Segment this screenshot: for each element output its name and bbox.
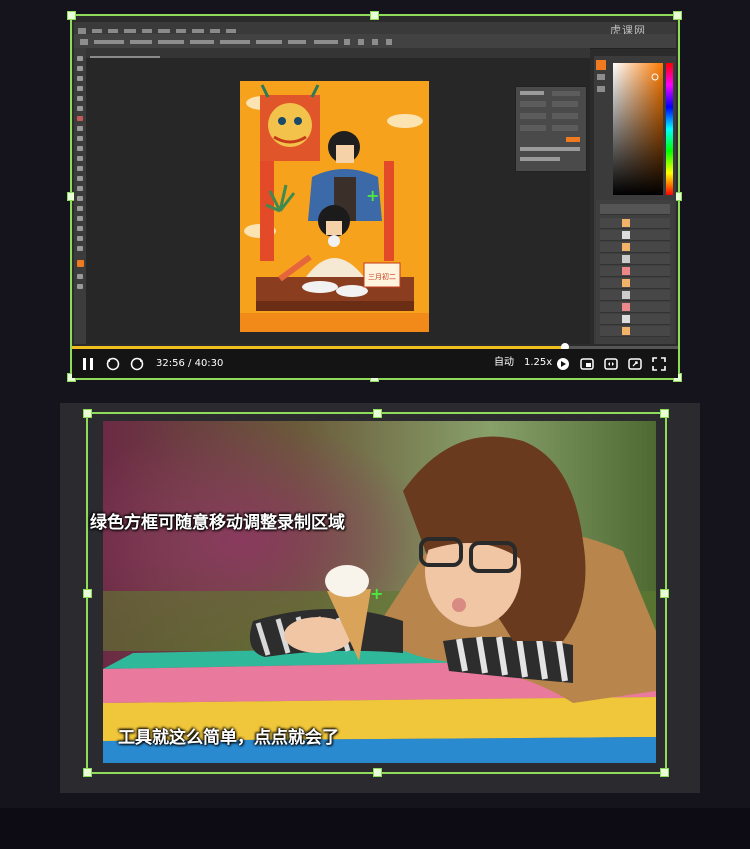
photoshop-options-bar (74, 34, 676, 49)
forward-icon[interactable] (130, 357, 144, 371)
page-footer-band (0, 808, 750, 849)
layer-row[interactable] (600, 266, 670, 277)
caption-top: 绿色方框可随意移动调整录制区域 (90, 513, 345, 533)
layer-row[interactable] (600, 290, 670, 301)
path-select-icon[interactable] (77, 216, 83, 221)
crosshair-icon: + (366, 186, 380, 205)
history-brush-icon[interactable] (77, 146, 83, 151)
layer-row[interactable] (600, 302, 670, 313)
resize-handle[interactable] (83, 768, 92, 777)
healing-tool-icon[interactable] (77, 116, 83, 121)
resize-handle[interactable] (660, 409, 669, 418)
layer-row[interactable] (600, 314, 670, 325)
marquee-tool-icon[interactable] (77, 66, 83, 71)
danmaku-icon[interactable] (556, 357, 570, 371)
caption-bottom: 工具就这么简单，点点就会了 (118, 728, 339, 748)
type-tool-icon[interactable] (77, 206, 83, 211)
fullscreen-icon[interactable] (652, 357, 666, 371)
layer-row[interactable] (600, 254, 670, 265)
quality-button[interactable]: 自动 (494, 357, 514, 368)
photoshop-menubar (74, 22, 676, 34)
lasso-tool-icon[interactable] (77, 76, 83, 81)
eraser-tool-icon[interactable] (77, 156, 83, 161)
layer-row[interactable] (600, 230, 670, 241)
picture-in-picture-icon[interactable] (580, 357, 594, 371)
resize-handle[interactable] (83, 589, 92, 598)
demo-photo (103, 421, 656, 763)
screen-mode-icon[interactable] (77, 284, 83, 289)
watermark: 虎课网 (610, 24, 646, 37)
resize-handle[interactable] (673, 11, 682, 20)
resize-handle[interactable] (660, 589, 669, 598)
progress-fill (72, 346, 565, 349)
widescreen-icon[interactable] (604, 357, 618, 371)
document-artwork: 三月初二 (240, 81, 429, 332)
layer-row[interactable] (600, 326, 670, 337)
blur-tool-icon[interactable] (77, 176, 83, 181)
crop-tool-icon[interactable] (77, 96, 83, 101)
quick-mask-icon[interactable] (77, 274, 83, 279)
layer-row[interactable] (600, 242, 670, 253)
progress-knob[interactable] (560, 343, 569, 351)
speed-button[interactable]: 1.25x (524, 357, 553, 368)
current-time: 32:56 (156, 358, 185, 369)
layers-panel[interactable] (596, 200, 674, 344)
move-tool-icon[interactable] (77, 56, 83, 61)
resize-handle[interactable] (373, 768, 382, 777)
stamp-text: 三月初二 (368, 272, 396, 281)
shape-tool-icon[interactable] (77, 226, 83, 231)
layer-row[interactable] (600, 218, 670, 229)
resize-handle[interactable] (83, 409, 92, 418)
document-tab[interactable] (86, 48, 590, 60)
progress-bar[interactable] (72, 343, 678, 351)
foreground-color-swatch[interactable] (77, 260, 84, 267)
resize-handle[interactable] (370, 11, 379, 20)
pen-tool-icon[interactable] (77, 196, 83, 201)
total-time: 40:30 (194, 358, 224, 369)
brush-tool-icon[interactable] (77, 126, 83, 131)
player-controls: 32:56 / 40:30 自动 1.25x (72, 349, 678, 378)
zoom-tool-icon[interactable] (77, 246, 83, 251)
crosshair-icon: + (370, 584, 384, 603)
quick-select-tool-icon[interactable] (77, 86, 83, 91)
time-display: 32:56 / 40:30 (156, 357, 223, 371)
time-separator: / (188, 358, 192, 369)
hand-tool-icon[interactable] (77, 236, 83, 241)
resize-handle[interactable] (373, 409, 382, 418)
stamp-tool-icon[interactable] (77, 136, 83, 141)
resize-handle[interactable] (67, 11, 76, 20)
gradient-tool-icon[interactable] (77, 166, 83, 171)
eyedropper-tool-icon[interactable] (77, 106, 83, 111)
pause-icon[interactable] (82, 357, 94, 371)
layer-row[interactable] (600, 278, 670, 289)
color-picker-field[interactable] (613, 63, 663, 195)
dodge-tool-icon[interactable] (77, 186, 83, 191)
resize-handle[interactable] (660, 768, 669, 777)
character-panel[interactable] (515, 86, 587, 172)
hue-slider[interactable] (666, 63, 673, 195)
photoshop-toolbox[interactable] (74, 48, 86, 344)
fullscreen-web-icon[interactable] (628, 357, 642, 371)
rewind-icon[interactable] (106, 357, 120, 371)
layer-panel-header (600, 204, 670, 215)
